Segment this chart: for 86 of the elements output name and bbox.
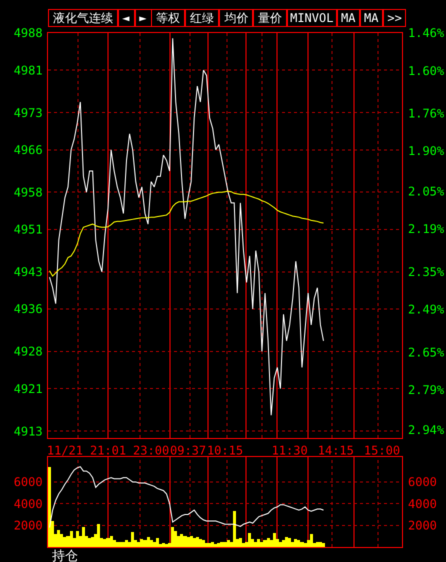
bar	[300, 542, 304, 547]
y-tick-label: 4973	[14, 106, 43, 120]
y-tick-label: 4928	[14, 344, 43, 359]
bar	[205, 543, 208, 547]
y-tick-label: 4936	[14, 302, 43, 316]
y2-tick-label: 1.90%	[408, 144, 445, 158]
bar	[273, 533, 276, 547]
y-tick-label: 4951	[14, 222, 43, 237]
text: 红绿	[190, 11, 214, 25]
text: MA	[364, 11, 380, 25]
y-tick-label: 2000	[14, 518, 43, 533]
bar	[282, 540, 285, 547]
x-tick-label: 23:00	[133, 443, 170, 458]
bar	[131, 532, 134, 547]
bar	[150, 540, 153, 547]
bar	[310, 534, 313, 547]
bar	[110, 536, 113, 547]
text: MINVOL	[290, 11, 334, 25]
text: ◄	[122, 11, 130, 25]
bar	[227, 540, 230, 547]
y2-tick-label: 2.35%	[408, 264, 445, 279]
text: 均价	[224, 11, 248, 25]
bar	[322, 543, 325, 547]
y2-tick-label: 2.94%	[408, 423, 445, 438]
y2-tick-label: 6000	[408, 475, 437, 490]
bar	[48, 467, 51, 547]
bar	[304, 543, 307, 547]
bar	[257, 539, 260, 547]
text: MA	[340, 11, 356, 25]
bar	[297, 540, 300, 547]
y-tick-label: 4943	[14, 265, 43, 280]
y-tick-label: 4921	[14, 382, 43, 396]
y2-tick-label: 2.19%	[408, 222, 445, 236]
bar	[113, 540, 116, 547]
bar	[217, 543, 220, 547]
line-series	[49, 190, 324, 277]
bar	[233, 511, 236, 547]
bar	[288, 538, 291, 547]
bar	[239, 538, 242, 547]
bar	[70, 531, 73, 547]
bar	[199, 539, 202, 547]
text: >>	[387, 11, 402, 25]
text: 等权	[156, 11, 180, 25]
y2-tick-label: 1.46%	[408, 26, 445, 40]
y2-tick-label: 2.65%	[408, 345, 445, 360]
x-tick-label: 14:15	[318, 443, 354, 458]
text: 量价	[258, 11, 282, 25]
y2-tick-label: 2000	[408, 518, 437, 533]
line-series	[49, 38, 324, 416]
y2-tick-label: 2.79%	[408, 382, 445, 397]
x-tick-label: 11:30	[272, 443, 308, 458]
y2-tick-label: 2.05%	[408, 184, 445, 198]
y-tick-label: 4000	[14, 496, 43, 511]
y-tick-label: 6000	[14, 475, 43, 490]
bar	[156, 538, 159, 547]
y2-tick-label: 1.76%	[408, 106, 445, 121]
x-tick-label: 21:01	[90, 443, 126, 458]
y-tick-label: 4913	[14, 424, 43, 438]
bar	[294, 539, 297, 547]
y-tick-label: 4988	[14, 26, 43, 40]
bar	[82, 527, 85, 547]
y2-tick-label: 1.60%	[408, 64, 445, 78]
bar	[214, 544, 217, 547]
y-tick-label: 4966	[14, 142, 43, 157]
bar	[140, 539, 143, 547]
bar	[208, 543, 211, 547]
bar	[97, 524, 100, 547]
x-tick-label: 09:37	[170, 443, 206, 458]
text: 持仓	[52, 549, 78, 562]
bar	[202, 540, 205, 547]
chart-title: 液化气连续	[53, 11, 113, 25]
bar	[248, 533, 251, 547]
x-tick-label: 15:00	[364, 443, 400, 458]
y2-tick-label: 4000	[408, 496, 437, 511]
bar	[171, 527, 174, 547]
x-tick-label: 11/21	[46, 443, 83, 458]
bar	[60, 534, 63, 547]
bar	[165, 544, 168, 547]
text: ►	[139, 11, 148, 25]
y2-tick-label: 2.49%	[408, 302, 445, 316]
bar	[174, 531, 177, 547]
x-tick-label: 10:15	[206, 443, 244, 458]
bar	[263, 540, 267, 547]
line-series	[49, 466, 324, 528]
y-tick-label: 4981	[14, 63, 43, 78]
y-tick-label: 4958	[14, 185, 43, 200]
